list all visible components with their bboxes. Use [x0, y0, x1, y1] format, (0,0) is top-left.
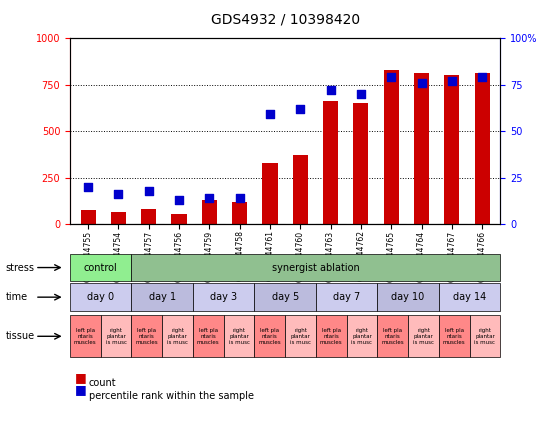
Text: GDS4932 / 10398420: GDS4932 / 10398420	[210, 13, 360, 27]
Text: day 10: day 10	[392, 292, 424, 302]
Text: tissue: tissue	[5, 331, 34, 341]
Bar	[475, 74, 490, 224]
Text: day 3: day 3	[210, 292, 237, 302]
Text: day 0: day 0	[87, 292, 114, 302]
Bar	[232, 202, 247, 224]
Point	[296, 105, 305, 112]
Bar	[323, 102, 338, 224]
Point	[357, 91, 365, 97]
Text: right
plantar
is musc: right plantar is musc	[105, 328, 126, 345]
Point	[417, 80, 426, 86]
Text: day 7: day 7	[333, 292, 360, 302]
Text: control: control	[84, 263, 118, 272]
Bar	[172, 214, 187, 224]
Text: right
plantar
is musc: right plantar is musc	[413, 328, 434, 345]
Bar	[111, 212, 126, 224]
Text: synergist ablation: synergist ablation	[272, 263, 360, 272]
Text: left pla
ntaris
muscles: left pla ntaris muscles	[320, 328, 343, 345]
Bar	[141, 209, 157, 224]
Text: left pla
ntaris
muscles: left pla ntaris muscles	[381, 328, 404, 345]
Bar	[202, 200, 217, 224]
Point	[266, 111, 274, 118]
Text: right
plantar
is musc: right plantar is musc	[351, 328, 372, 345]
Text: left pla
ntaris
muscles: left pla ntaris muscles	[74, 328, 97, 345]
Text: right
plantar
is musc: right plantar is musc	[475, 328, 495, 345]
Point	[327, 87, 335, 93]
Bar	[263, 163, 278, 224]
Point	[144, 187, 153, 194]
Text: day 14: day 14	[453, 292, 486, 302]
Text: day 1: day 1	[148, 292, 176, 302]
Text: time: time	[5, 292, 27, 302]
Text: left pla
ntaris
muscles: left pla ntaris muscles	[443, 328, 465, 345]
Point	[235, 195, 244, 201]
Point	[448, 77, 456, 84]
Text: right
plantar
is musc: right plantar is musc	[229, 328, 250, 345]
Text: right
plantar
is musc: right plantar is musc	[167, 328, 188, 345]
Point	[205, 195, 214, 201]
Bar	[444, 75, 459, 224]
Bar	[293, 155, 308, 224]
Text: left pla
ntaris
muscles: left pla ntaris muscles	[136, 328, 158, 345]
Text: left pla
ntaris
muscles: left pla ntaris muscles	[197, 328, 220, 345]
Bar	[353, 103, 369, 224]
Text: right
plantar
is musc: right plantar is musc	[290, 328, 311, 345]
Bar	[414, 74, 429, 224]
Text: count: count	[89, 378, 116, 388]
Bar	[384, 70, 399, 224]
Point	[84, 184, 93, 190]
Point	[175, 197, 183, 203]
Point	[387, 74, 395, 80]
Text: left pla
ntaris
muscles: left pla ntaris muscles	[258, 328, 281, 345]
Text: ■: ■	[75, 371, 87, 384]
Text: percentile rank within the sample: percentile rank within the sample	[89, 390, 254, 401]
Point	[114, 191, 123, 198]
Text: ■: ■	[75, 383, 87, 396]
Point	[478, 74, 486, 80]
Text: day 5: day 5	[272, 292, 299, 302]
Text: stress: stress	[5, 263, 34, 272]
Bar	[81, 210, 96, 224]
